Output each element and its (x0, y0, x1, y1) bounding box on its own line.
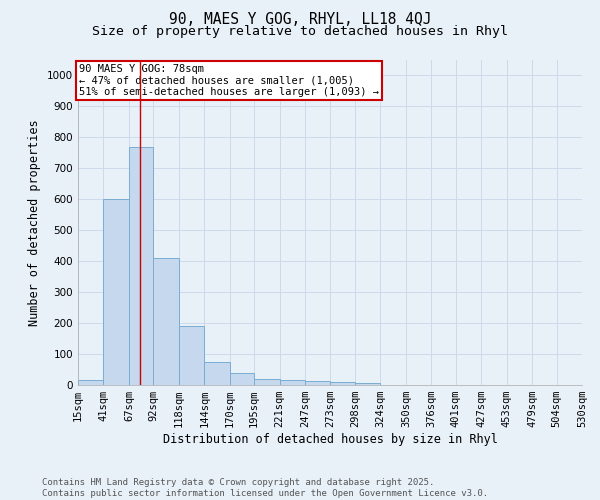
Bar (331, 382, 355, 385)
Text: Size of property relative to detached houses in Rhyl: Size of property relative to detached ho… (92, 25, 508, 38)
Bar (254, 380, 280, 385)
Bar (78, 380, 103, 385)
Bar (355, 383, 380, 385)
Bar (230, 373, 254, 385)
Bar (280, 380, 305, 385)
Bar (103, 200, 129, 385)
Bar (154, 258, 179, 385)
Text: Contains HM Land Registry data © Crown copyright and database right 2025.
Contai: Contains HM Land Registry data © Crown c… (42, 478, 488, 498)
Bar (129, 146, 154, 385)
Bar (179, 326, 204, 385)
X-axis label: Distribution of detached houses by size in Rhyl: Distribution of detached houses by size … (163, 433, 497, 446)
Bar (204, 362, 230, 385)
Y-axis label: Number of detached properties: Number of detached properties (28, 119, 41, 326)
Text: 90, MAES Y GOG, RHYL, LL18 4QJ: 90, MAES Y GOG, RHYL, LL18 4QJ (169, 12, 431, 28)
Bar (305, 382, 331, 385)
Text: 90 MAES Y GOG: 78sqm
← 47% of detached houses are smaller (1,005)
51% of semi-de: 90 MAES Y GOG: 78sqm ← 47% of detached h… (79, 64, 379, 97)
